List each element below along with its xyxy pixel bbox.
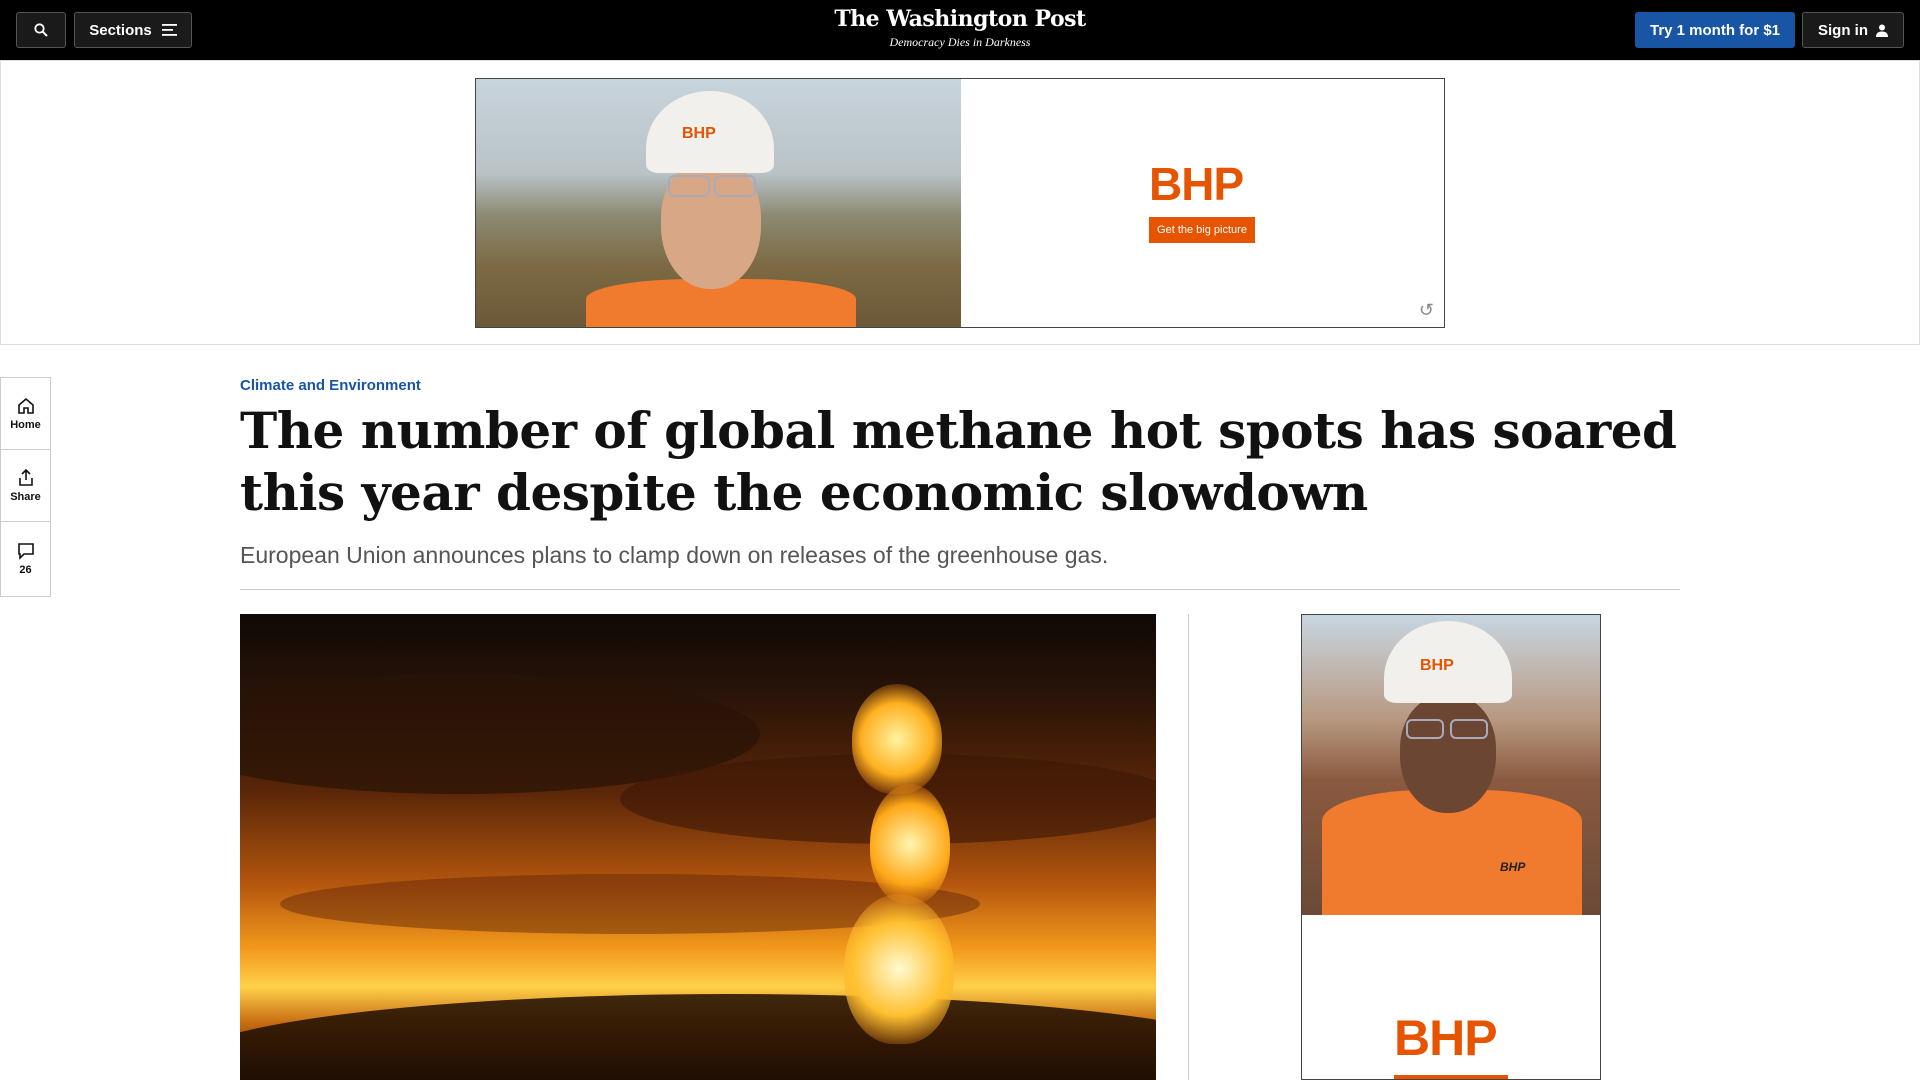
side-ad-photo-man: BHP BHP [1302,615,1600,915]
ad-face [661,159,761,289]
flame-shape [844,894,954,1044]
logo-tagline: Democracy Dies in Darkness [889,35,1031,49]
replay-icon[interactable]: ↺ [1418,300,1434,320]
ad-glasses-right [714,175,756,197]
site-logo[interactable]: The Washington Post Democracy Dies in Da… [0,6,1920,50]
logo-title: The Washington Post [834,6,1086,32]
sections-label: Sections [89,21,152,39]
article-dek: European Union announces plans to clamp … [240,542,1109,568]
article-headline: The number of global methane hot spots h… [240,401,1677,522]
ad-helmet-text: BHP [682,125,716,142]
rail-comments-count: 26 [19,564,32,576]
side-ad-helmet: BHP [1384,621,1512,703]
home-icon [17,397,34,414]
flame-shape [870,784,950,904]
ad-glasses-left [668,175,710,197]
search-button[interactable] [16,12,66,48]
rail-home-label: Home [10,418,41,431]
column-divider [1188,614,1189,1080]
sign-in-button[interactable]: Sign in [1802,12,1904,48]
side-ad-brand-bar [1394,1075,1508,1079]
side-ad-glasses-right [1450,719,1488,739]
ground-silhouette [240,994,1156,1080]
side-ad-shirt-text: BHP [1500,860,1526,874]
hero-image-flare[interactable] [240,614,1156,1080]
ad-helmet: BHP [646,91,774,173]
side-ad-helmet-text: BHP [1420,657,1454,674]
comment-icon [17,543,34,560]
share-icon [18,468,33,486]
ad-brand-logo: BHP [1149,158,1244,210]
side-ad-brand-logo: BHP [1394,1010,1498,1066]
rail-share-label: Share [10,490,41,503]
ad-tagline-button[interactable]: Get the big picture [1149,217,1255,243]
top-nav-bar: Sections The Washington Post Democracy D… [0,0,1920,60]
rail-comments-button[interactable]: 26 [1,522,50,596]
top-ad-banner[interactable]: BHP BHP Get the big picture ↺ [475,78,1445,328]
side-ad-glasses-left [1406,719,1444,739]
left-action-rail: Home Share 26 [0,377,51,597]
sections-button[interactable]: Sections [74,12,192,48]
user-icon [1876,24,1888,37]
section-kicker-link[interactable]: Climate and Environment [240,377,421,394]
flame-shape [852,684,942,794]
header-divider [240,589,1680,590]
search-icon [34,23,48,37]
ad-brand-panel: BHP Get the big picture ↺ [961,79,1444,327]
side-ad[interactable]: BHP BHP BHP [1301,614,1601,1080]
subscribe-button[interactable]: Try 1 month for $1 [1635,12,1795,48]
ad-photo-woman: BHP [476,79,961,327]
rail-share-button[interactable]: Share [1,450,50,522]
side-ad-face [1400,695,1496,813]
rail-home-button[interactable]: Home [1,378,50,450]
menu-icon [161,24,177,36]
sign-in-label: Sign in [1818,21,1868,39]
